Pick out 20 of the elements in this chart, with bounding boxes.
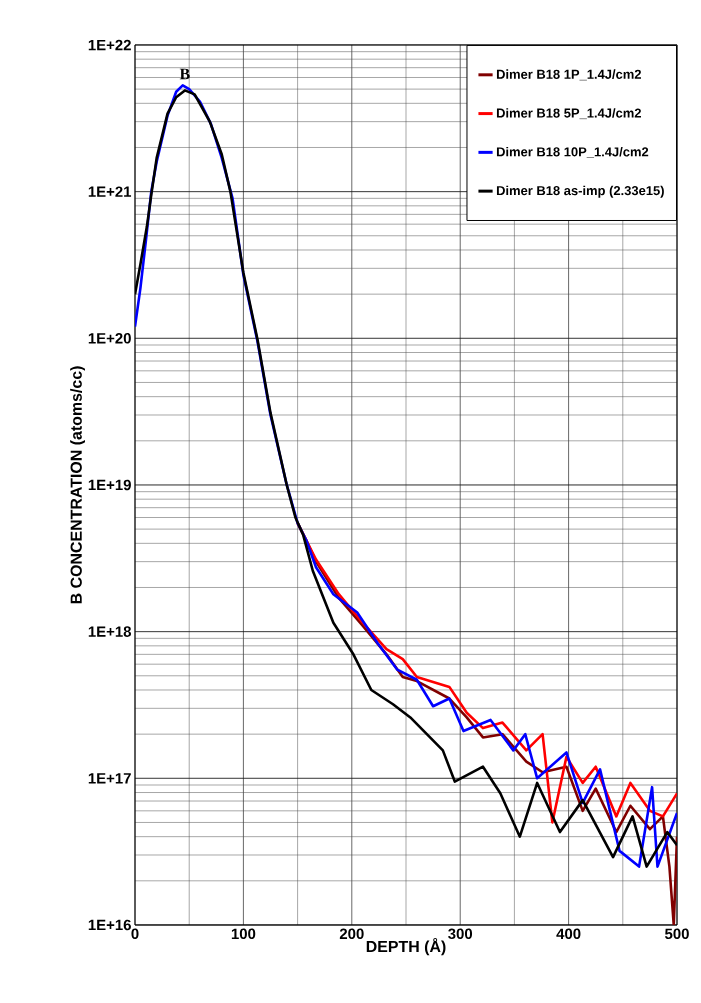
x-tick-label: 400 [556,928,581,940]
x-axis-title: DEPTH (Å) [366,937,446,956]
x-tick-label: 100 [231,928,256,940]
x-tick-label: 200 [339,928,364,940]
y-tick-label: 1E+18 [88,626,132,637]
legend-label: Dimer B18 5P_1.4J/cm2 [496,108,641,120]
y-tick-label: 1E+21 [88,186,132,197]
y-tick-label: 1E+22 [88,39,131,51]
annotation: B [179,68,190,80]
y-tick-label: 1E+20 [88,333,131,344]
y-tick-label: 1E+19 [88,479,131,491]
y-tick-label: 1E+16 [88,919,131,931]
legend-label: Dimer B18 1P_1.4J/cm2 [496,69,641,81]
x-tick-label: 0 [131,928,139,940]
y-axis-title: B CONCENTRATION (atoms/cc) [70,366,85,604]
x-tick-label: 500 [664,928,689,940]
y-tick-label: 1E+17 [88,773,131,784]
legend-label: Dimer B18 as-imp (2.33e15) [496,185,664,198]
legend-label: Dimer B18 10P_1.4J/cm2 [496,146,649,158]
x-tick-label: 300 [448,928,473,940]
